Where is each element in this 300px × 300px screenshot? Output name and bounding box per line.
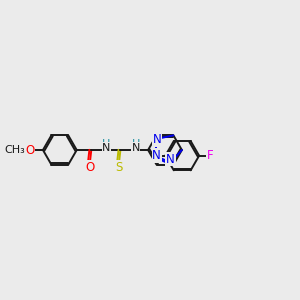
Text: H: H	[102, 139, 111, 148]
Text: O: O	[26, 143, 35, 157]
Text: F: F	[207, 149, 214, 162]
Text: N: N	[152, 133, 161, 146]
Text: N: N	[131, 143, 140, 153]
Text: S: S	[115, 161, 123, 174]
Text: H: H	[131, 139, 140, 148]
Text: N: N	[102, 143, 111, 153]
Text: N: N	[152, 149, 161, 162]
Text: O: O	[85, 161, 94, 174]
Text: CH₃: CH₃	[4, 145, 25, 155]
Text: N: N	[166, 153, 175, 166]
